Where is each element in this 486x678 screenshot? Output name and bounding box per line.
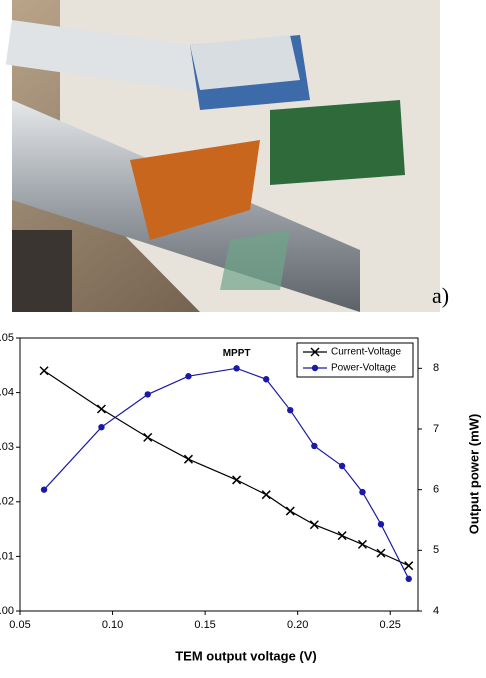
y-tick-label: 0.02: [0, 496, 14, 508]
legend-label: Current-Voltage: [331, 347, 401, 358]
y-tick-label: 0.04: [0, 387, 14, 399]
photo: [6, 0, 440, 312]
series-line: [44, 368, 409, 579]
y2-tick-label: 6: [433, 484, 439, 496]
y2-tick-label: 4: [433, 605, 439, 617]
point-marker: [184, 455, 192, 463]
point-marker: [311, 443, 317, 449]
point-marker: [287, 407, 293, 413]
point-marker: [98, 424, 104, 430]
point-marker: [41, 486, 47, 492]
point-marker: [233, 365, 239, 371]
x-tick-label: 0.15: [194, 619, 215, 631]
legend-marker: [312, 365, 318, 371]
series-line: [44, 371, 409, 566]
point-marker: [262, 491, 270, 499]
point-marker: [339, 463, 345, 469]
y2-axis-title: Output power (mW): [466, 414, 481, 535]
y2-tick-label: 7: [433, 423, 439, 435]
point-marker: [97, 405, 105, 413]
x-tick-label: 0.10: [102, 619, 123, 631]
point-marker: [310, 521, 318, 529]
point-marker: [263, 376, 269, 382]
point-marker: [40, 367, 48, 375]
x-tick-label: 0.05: [9, 619, 30, 631]
plot-frame: [20, 338, 418, 611]
point-marker: [145, 391, 151, 397]
point-marker: [406, 576, 412, 582]
point-marker: [338, 532, 346, 540]
figure-label: a): [432, 283, 449, 308]
y-tick-label: 0.03: [0, 441, 14, 453]
y2-tick-label: 5: [433, 544, 439, 556]
x-axis-title: TEM output voltage (V): [175, 648, 317, 663]
legend-label: Power-Voltage: [331, 363, 396, 374]
point-marker: [359, 489, 365, 495]
point-marker: [286, 507, 294, 515]
point-marker: [377, 549, 385, 557]
y-tick-label: 0.00: [0, 605, 14, 617]
point-marker: [233, 476, 241, 484]
x-tick-label: 0.25: [380, 619, 401, 631]
point-marker: [358, 540, 366, 548]
figure: a) TEM output voltage (V) Output power (…: [0, 0, 486, 673]
point-marker: [185, 373, 191, 379]
x-tick-label: 0.20: [287, 619, 308, 631]
y2-tick-label: 8: [433, 362, 439, 374]
y-tick-label: 0.05: [0, 332, 14, 344]
annotation: MPPT: [223, 348, 251, 359]
point-marker: [144, 433, 152, 441]
y-tick-label: 0.01: [0, 550, 14, 562]
point-marker: [378, 521, 384, 527]
point-marker: [405, 562, 413, 570]
